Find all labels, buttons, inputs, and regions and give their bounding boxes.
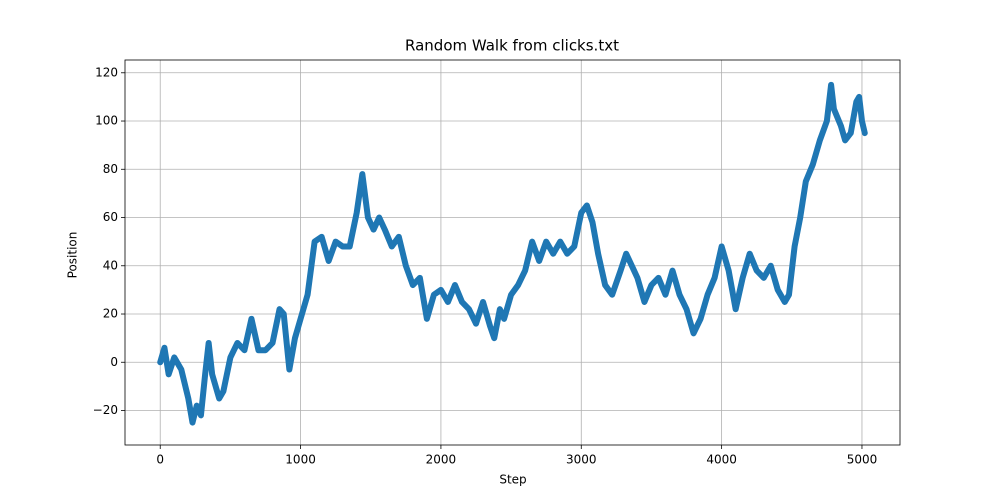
x-tick-label: 3000 (566, 453, 597, 467)
data-line (157, 81, 868, 426)
y-tick-label: 120 (95, 65, 118, 79)
y-tick-label: 60 (103, 210, 118, 224)
y-tick-label: −20 (93, 403, 118, 417)
plot-frame (124, 59, 901, 446)
x-tick-label: 0 (156, 453, 164, 467)
x-tick-label: 5000 (847, 453, 878, 467)
x-axis-label: Step (499, 473, 526, 487)
y-tick-label: 40 (103, 258, 118, 272)
chart-title: Random Walk from clicks.txt (405, 37, 619, 55)
y-tick-label: 100 (95, 114, 118, 128)
y-tick-label: 20 (103, 307, 118, 321)
y-axis-label: Position (66, 232, 80, 279)
y-tick-label: 80 (103, 162, 118, 176)
x-tick-label: 2000 (426, 453, 457, 467)
y-tick-label: 0 (110, 355, 118, 369)
x-tick-label: 4000 (706, 453, 737, 467)
x-tick-label: 1000 (285, 453, 316, 467)
